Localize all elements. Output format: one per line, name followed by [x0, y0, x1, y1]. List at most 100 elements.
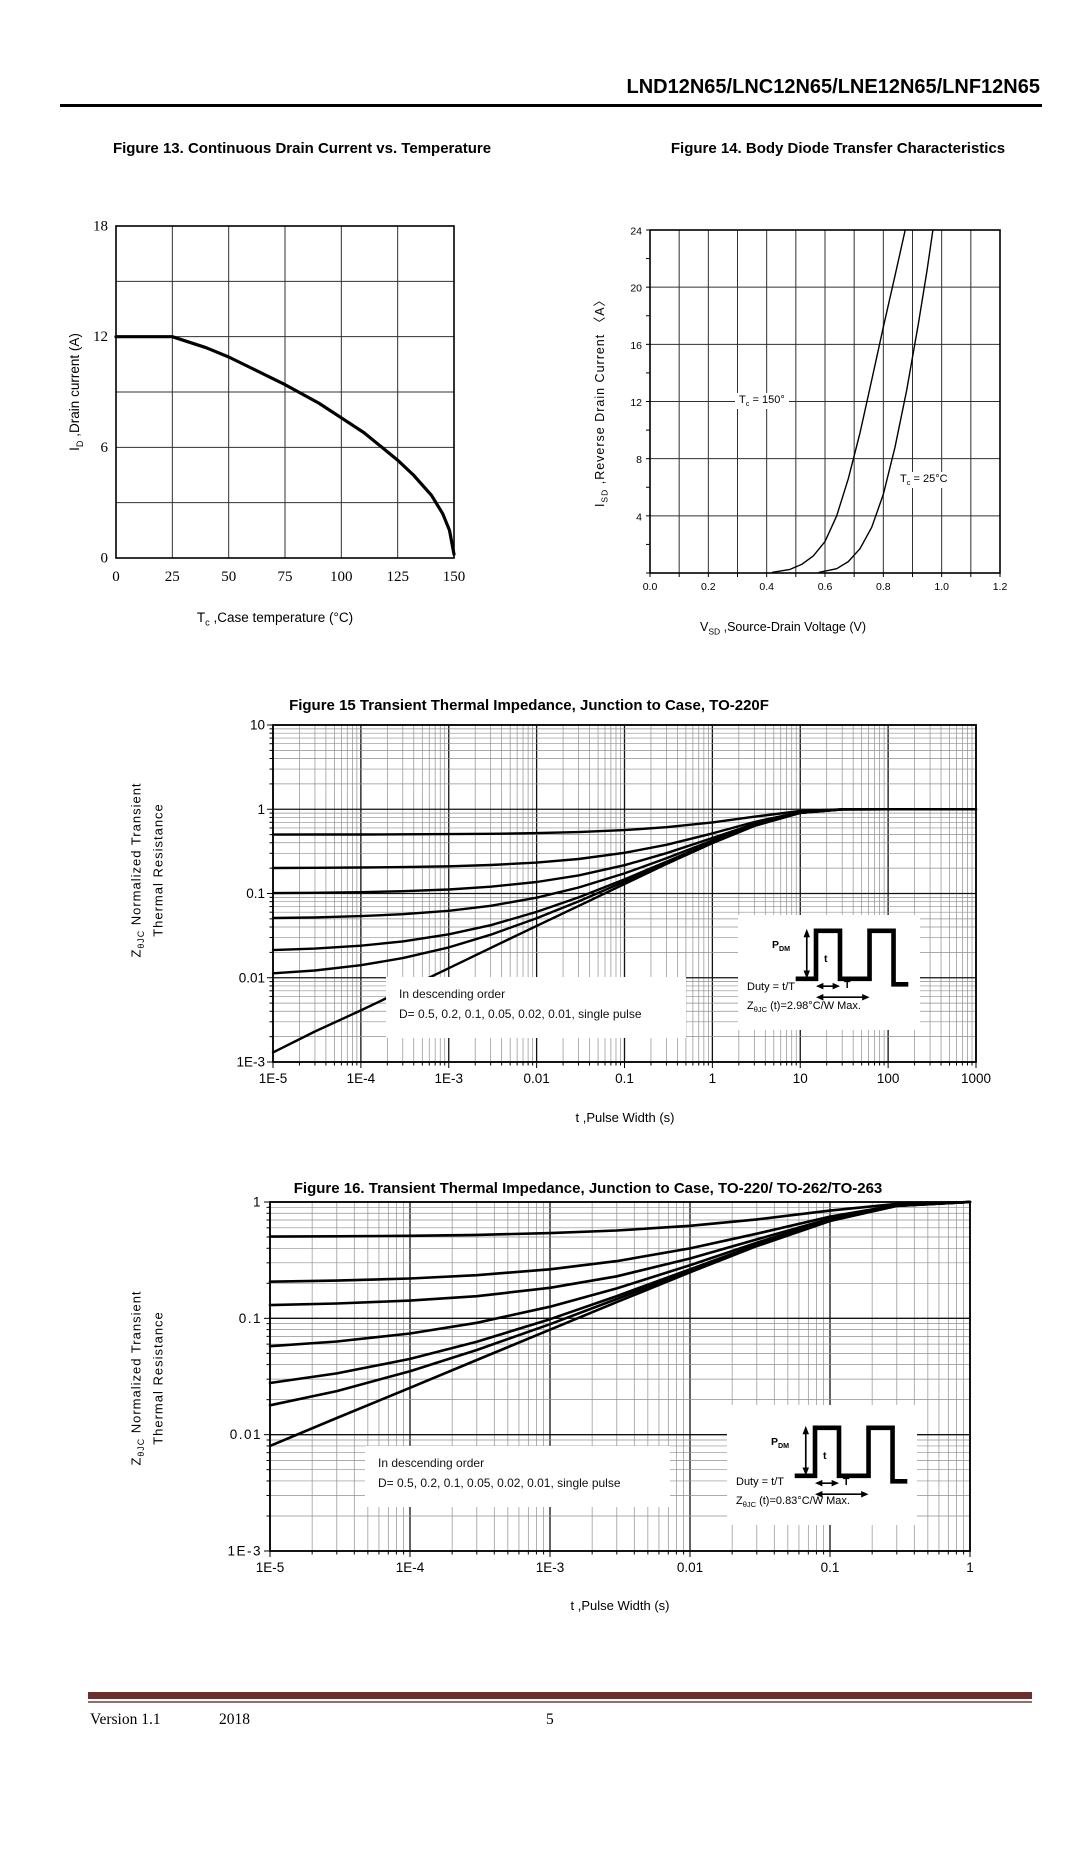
x-tick-label: 25 — [165, 569, 180, 585]
x-tick-label: 1E-4 — [396, 1560, 425, 1575]
symbol: Z — [128, 1456, 144, 1466]
series-d-0.1 — [268, 1200, 972, 1307]
fig15-series — [271, 808, 978, 1054]
x-tick-label: 125 — [386, 569, 409, 585]
footer-year: 2018 — [219, 1711, 250, 1728]
y-tick-label: 1 — [253, 1195, 262, 1210]
figure16-title: Figure 16. Transient Thermal Impedance, … — [293, 1180, 883, 1197]
figure16-x-axis-label: t ,Pulse Width (s) — [570, 1598, 670, 1613]
series-d-0.01 — [268, 1200, 972, 1407]
x-tick-label: 1.2 — [993, 581, 1008, 593]
footer-rule-thin — [88, 1701, 1032, 1703]
figure15-y-axis-label: ZθJC Normalized Transient Thermal Resist… — [126, 782, 167, 957]
symbol: Z — [747, 1000, 754, 1012]
y-tick-label: 8 — [636, 454, 642, 466]
subscript: θJC — [742, 1500, 757, 1510]
y-tick-label: 12 — [93, 329, 108, 345]
y-tick-label: 0.01 — [230, 1427, 262, 1442]
y-tick-label: 1E-3 — [227, 1544, 262, 1559]
figure16-chart: 1E-5 1E-4 1E-3 0.01 0.1 1 1 0.1 0.01 1E-3 — [227, 1195, 973, 1576]
symbol: V — [699, 620, 709, 634]
symbol: T — [196, 610, 206, 625]
x-tick-label: 75 — [278, 569, 293, 585]
label-rest: (t)=0.83°C/W Max. — [756, 1495, 850, 1507]
subscript: θJC — [753, 1005, 768, 1015]
x-tick-label: 100 — [877, 1071, 900, 1086]
figure16-duty-cycle-inset: PDM t T Duty = t/T ZθJC (t)=0.83°C/W Max… — [727, 1405, 917, 1525]
label-rest: ,Case temperature (°C) — [209, 610, 354, 625]
x-tick-label: 1000 — [961, 1071, 991, 1086]
x-tick-label: 0.1 — [615, 1071, 634, 1086]
y-tick-label: 20 — [630, 283, 642, 295]
symbol: Z — [128, 948, 144, 958]
y-tick-label: 16 — [630, 340, 642, 352]
subscript: DM — [778, 1442, 790, 1451]
pulse-power-label: PDM — [772, 939, 790, 953]
figure14-title: Figure 14. Body Diode Transfer Character… — [670, 140, 1006, 157]
y-tick-label: 0.1 — [246, 886, 265, 901]
symbol: T — [900, 473, 907, 485]
y-tick-label: 24 — [630, 226, 642, 238]
footer-page-number: 5 — [546, 1711, 554, 1728]
x-tick-label: 0.01 — [677, 1560, 703, 1575]
series-d-0.2 — [268, 1200, 972, 1283]
symbol: P — [772, 939, 780, 951]
page-header-part-numbers: LND12N65/LNC12N65/LNE12N65/LNF12N65 — [626, 76, 1041, 98]
y-tick-label: 12 — [630, 397, 642, 409]
ylabel-line1: ZθJC Normalized Transient — [126, 1290, 148, 1465]
x-tick-label: 150 — [443, 569, 466, 585]
x-tick-label: 1E-5 — [259, 1071, 288, 1086]
note-line2: D= 0.5, 0.2, 0.1, 0.05, 0.02, 0.01, sing… — [378, 1476, 621, 1491]
figure13-x-axis-label: Tc ,Case temperature (°C) — [160, 610, 390, 628]
annotation-tc-25: Tc = 25°C — [896, 472, 952, 489]
x-tick-label: 1E-4 — [347, 1071, 376, 1086]
x-tick-label: 10 — [793, 1071, 808, 1086]
zthjc-max-value: ZθJC (t)=0.83°C/W Max. — [736, 1495, 850, 1509]
y-tick-label: 1 — [257, 802, 265, 817]
note-line1: In descending order — [378, 1456, 485, 1470]
series-d-0.05 — [268, 1200, 972, 1348]
series-d-0.5 — [268, 1200, 972, 1238]
label-rest: (t)=2.98°C/W Max. — [767, 1000, 861, 1012]
x-tick-label: 0.4 — [759, 581, 774, 593]
label-rest: ,Source-Drain Voltage (V) — [720, 620, 867, 634]
symbol: I — [592, 502, 607, 508]
figure16-y-axis-label: ZθJC Normalized Transient Thermal Resist… — [126, 1290, 167, 1465]
note-line2: D= 0.5, 0.2, 0.1, 0.05, 0.02, 0.01, sing… — [399, 1007, 642, 1022]
pulse-width-label: t — [824, 953, 828, 965]
x-tick-label: 0.6 — [818, 581, 833, 593]
pulse-waveform-diagram — [795, 928, 909, 1001]
note-line1: In descending order — [399, 987, 506, 1001]
figure16-duty-legend-note: In descending order D= 0.5, 0.2, 0.1, 0.… — [365, 1446, 670, 1507]
figure15-duty-cycle-inset: PDM t T Duty = t/T ZθJC (t)=2.98°C/W Max… — [738, 915, 920, 1030]
duty-formula: Duty = t/T — [736, 1476, 784, 1488]
x-tick-label: 0.2 — [701, 581, 716, 593]
x-tick-label: 1E-3 — [435, 1071, 464, 1086]
figure15-x-axis-label: t ,Pulse Width (s) — [575, 1110, 675, 1125]
pulse-width-label: t — [823, 1450, 827, 1462]
figure15-duty-legend-note: In descending order D= 0.5, 0.2, 0.1, 0.… — [386, 977, 686, 1038]
x-tick-label: 50 — [221, 569, 236, 585]
pulse-waveform-diagram — [794, 1425, 908, 1498]
ylabel-line1: ZθJC Normalized Transient — [126, 782, 148, 957]
figure13-y-axis-label: ID ,Drain current (A) — [67, 333, 85, 451]
y-tick-label: 6 — [101, 440, 109, 456]
x-tick-label: 1.0 — [934, 581, 949, 593]
series-tc-150- — [771, 229, 906, 573]
ylabel-line2: Thermal Resistance — [150, 803, 166, 937]
label-rest: Normalized Transient — [128, 1290, 144, 1438]
ylabel-line2: Thermal Resistance — [150, 1311, 166, 1445]
series-id-max-vs-tc — [114, 335, 456, 556]
y-tick-label: 1E-3 — [236, 1055, 265, 1070]
subscript: θJC — [135, 1437, 146, 1457]
x-tick-label: 1E-3 — [536, 1560, 565, 1575]
label-rest: = 25°C — [910, 473, 948, 485]
fig14-series — [771, 229, 934, 573]
y-tick-label: 10 — [250, 718, 265, 733]
subscript: D — [74, 440, 85, 448]
figure13-chart: 0 25 50 75 100 125 150 0 6 12 18 — [93, 219, 466, 586]
pulse-period-label: T — [844, 979, 851, 991]
subscript: SD — [599, 488, 610, 503]
x-tick-label: 100 — [330, 569, 353, 585]
series-single-pulse — [268, 1200, 972, 1448]
